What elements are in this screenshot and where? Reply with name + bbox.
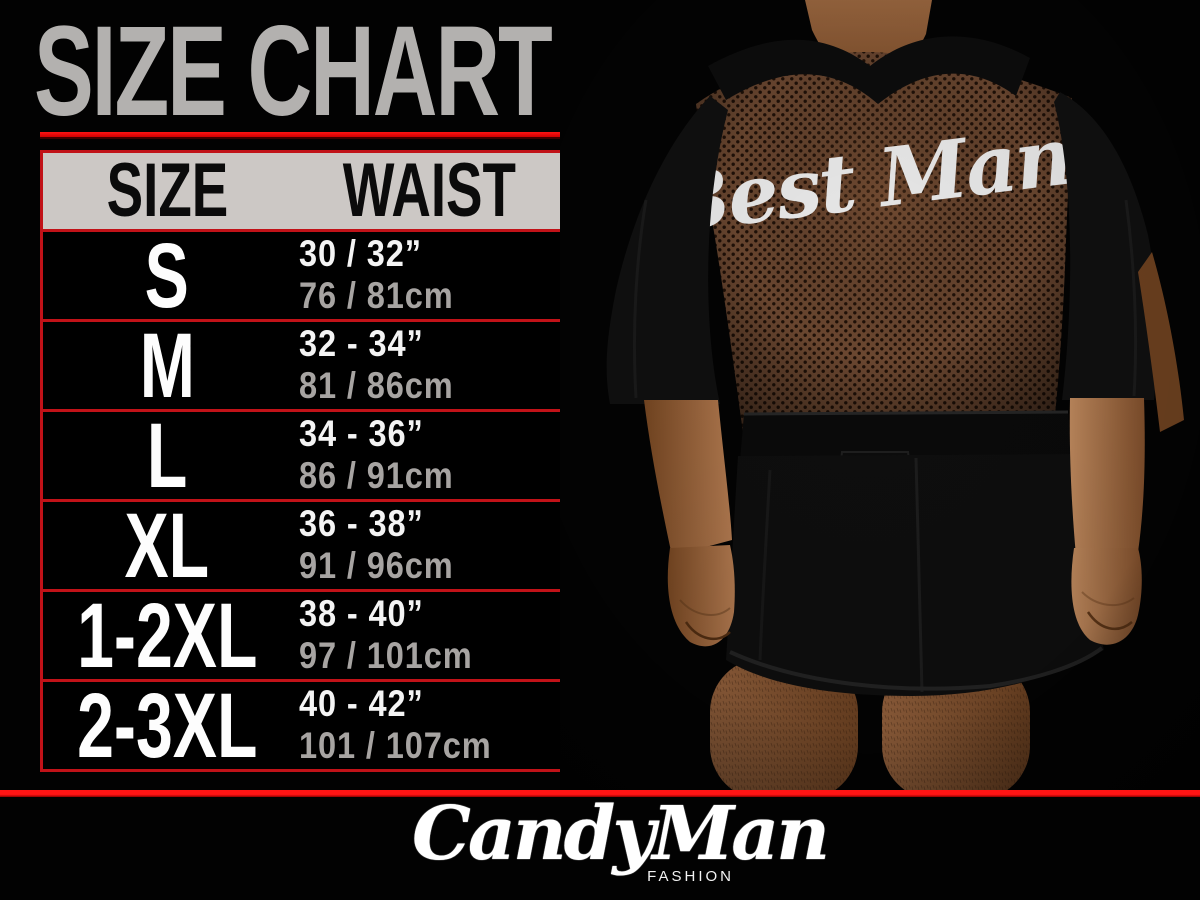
waist-inches: 32 - 34” <box>299 323 424 365</box>
waist-inches: 38 - 40” <box>299 593 424 635</box>
header-cell-size: SIZE <box>43 153 291 229</box>
title-underline <box>40 132 564 137</box>
size-value: XL <box>124 494 210 597</box>
bottom-divider <box>0 790 1200 797</box>
waist-cm: 81 / 86cm <box>299 365 454 406</box>
size-value: 1-2XL <box>76 584 258 687</box>
table-row: M 32 - 34” 81 / 86cm <box>43 314 567 417</box>
waist-cm: 76 / 81cm <box>299 275 454 316</box>
waist-cm: 91 / 96cm <box>299 545 454 586</box>
model-photo: Best Man <box>560 0 1200 790</box>
brand-tagline: FASHION <box>647 868 734 885</box>
size-value: L <box>146 404 188 507</box>
waist-cm: 97 / 101cm <box>299 635 473 676</box>
size-value: M <box>139 314 195 417</box>
waist-cm: 101 / 107cm <box>299 725 492 766</box>
table-row: L 34 - 36” 86 / 91cm <box>43 404 567 507</box>
waist-cm: 86 / 91cm <box>299 455 454 496</box>
table-header-row: SIZE WAIST <box>43 153 567 229</box>
table-row: 1-2XL 38 - 40” 97 / 101cm <box>43 584 567 687</box>
waist-inches: 30 / 32” <box>299 233 422 275</box>
table-row: XL 36 - 38” 91 / 96cm <box>43 494 567 597</box>
page-title: SIZE CHART <box>34 0 553 143</box>
photo-vignette <box>560 0 1200 790</box>
waist-inches: 34 - 36” <box>299 413 424 455</box>
header-cell-waist: WAIST <box>291 153 567 229</box>
size-value: 2-3XL <box>76 674 258 777</box>
table-row: 2-3XL 40 - 42” 101 / 107cm <box>43 674 567 777</box>
size-value: S <box>144 224 190 327</box>
waist-inches: 40 - 42” <box>299 683 424 725</box>
brand-logo: CandyMan FASHION <box>412 791 830 898</box>
brand-name: CandyMan <box>412 791 830 877</box>
table-row: S 30 / 32” 76 / 81cm <box>43 224 567 327</box>
header-size-label: SIZE <box>106 148 228 233</box>
size-table: SIZE WAIST S 30 / 32” 76 / 81cm M 32 - 3… <box>40 150 570 772</box>
header-waist-label: WAIST <box>342 148 516 233</box>
waist-inches: 36 - 38” <box>299 503 424 545</box>
